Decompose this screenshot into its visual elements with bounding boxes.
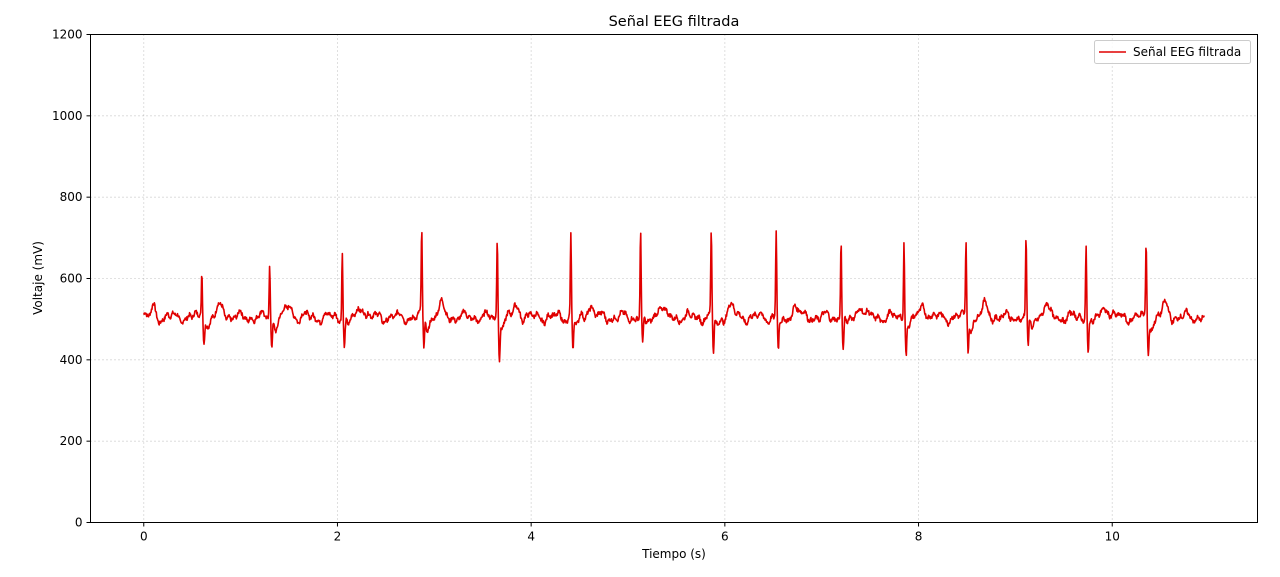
y-tick-label: 600 [60, 272, 83, 286]
y-tick-label: 400 [60, 353, 83, 367]
x-tick-label: 10 [1105, 530, 1120, 544]
y-tick-label: 0 [75, 516, 83, 530]
y-tick-label: 1200 [52, 28, 83, 42]
series-line-senal-eeg-filtrada [143, 230, 1205, 363]
y-axis-title: Voltaje (mV) [31, 241, 45, 315]
legend-label: Señal EEG filtrada [1133, 45, 1241, 59]
legend: Señal EEG filtrada [1094, 40, 1251, 64]
y-tick-label: 800 [60, 190, 83, 204]
x-tick-label: 0 [140, 530, 148, 544]
y-tick-label: 200 [60, 434, 83, 448]
x-tick-label: 8 [915, 530, 923, 544]
y-tick-label: 1000 [52, 109, 83, 123]
x-tick-label: 4 [527, 530, 535, 544]
x-axis-title: Tiempo (s) [641, 547, 706, 561]
chart-title: Señal EEG filtrada [609, 14, 740, 30]
legend-box [1094, 40, 1251, 64]
x-tick-label: 2 [334, 530, 342, 544]
x-tick-label: 6 [721, 530, 729, 544]
axis-ticks: 0 2 4 6 8 10 0 200 400 600 800 1000 1200 [52, 28, 1120, 544]
